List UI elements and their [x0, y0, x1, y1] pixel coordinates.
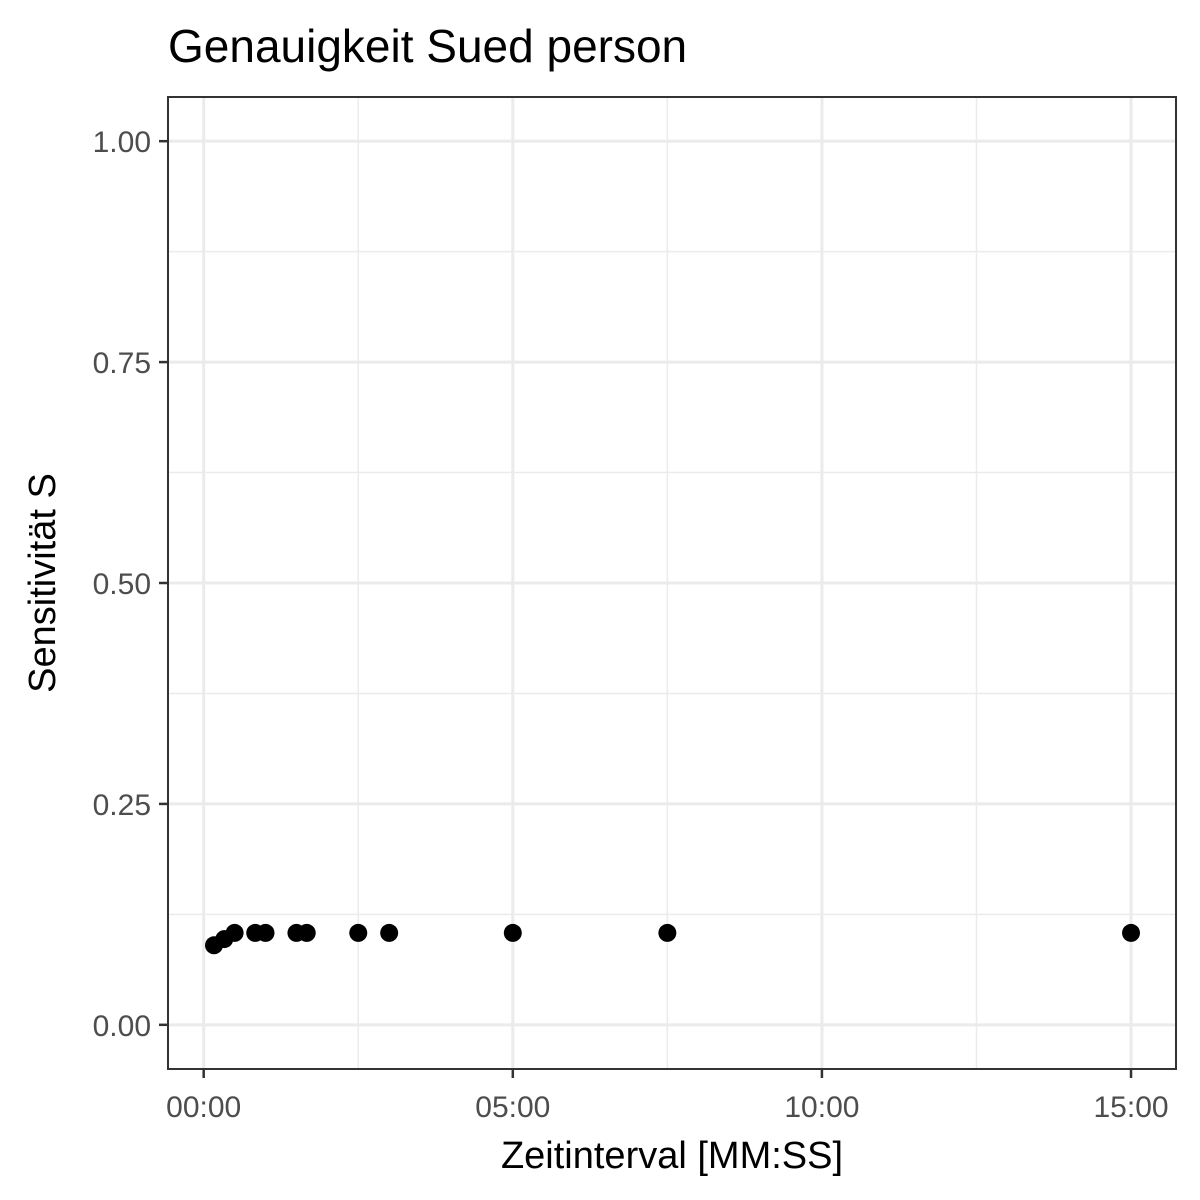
- data-points: [205, 923, 1141, 955]
- chart-title: Genauigkeit Sued person: [168, 20, 687, 72]
- data-point: [256, 923, 275, 942]
- data-point: [503, 923, 522, 942]
- plot-panel-border: [167, 96, 1177, 1070]
- axis-ticks: 00:00 05:00 10:00 15:00 0.00 0.25 0.50 0.75 1.00: [93, 126, 1169, 1124]
- y-tick-label: 0.50: [93, 568, 151, 601]
- data-point: [1122, 923, 1141, 942]
- y-tick-label: 0.75: [93, 347, 151, 380]
- grid: [168, 97, 1176, 1069]
- y-axis-title: Sensitivität S: [22, 473, 64, 693]
- y-tick-label: 0.25: [93, 789, 151, 822]
- y-tick-label: 0.00: [93, 1010, 151, 1043]
- x-tick-label: 00:00: [166, 1091, 241, 1124]
- x-tick-label: 10:00: [784, 1091, 859, 1124]
- data-point: [349, 923, 368, 942]
- data-point: [225, 923, 244, 942]
- data-point: [297, 923, 316, 942]
- x-tick-label: 05:00: [475, 1091, 550, 1124]
- data-point: [658, 923, 677, 942]
- y-tick-label: 1.00: [93, 126, 151, 159]
- data-point: [380, 923, 399, 942]
- x-axis-title: Zeitinterval [MM:SS]: [501, 1135, 843, 1177]
- x-tick-label: 15:00: [1093, 1091, 1168, 1124]
